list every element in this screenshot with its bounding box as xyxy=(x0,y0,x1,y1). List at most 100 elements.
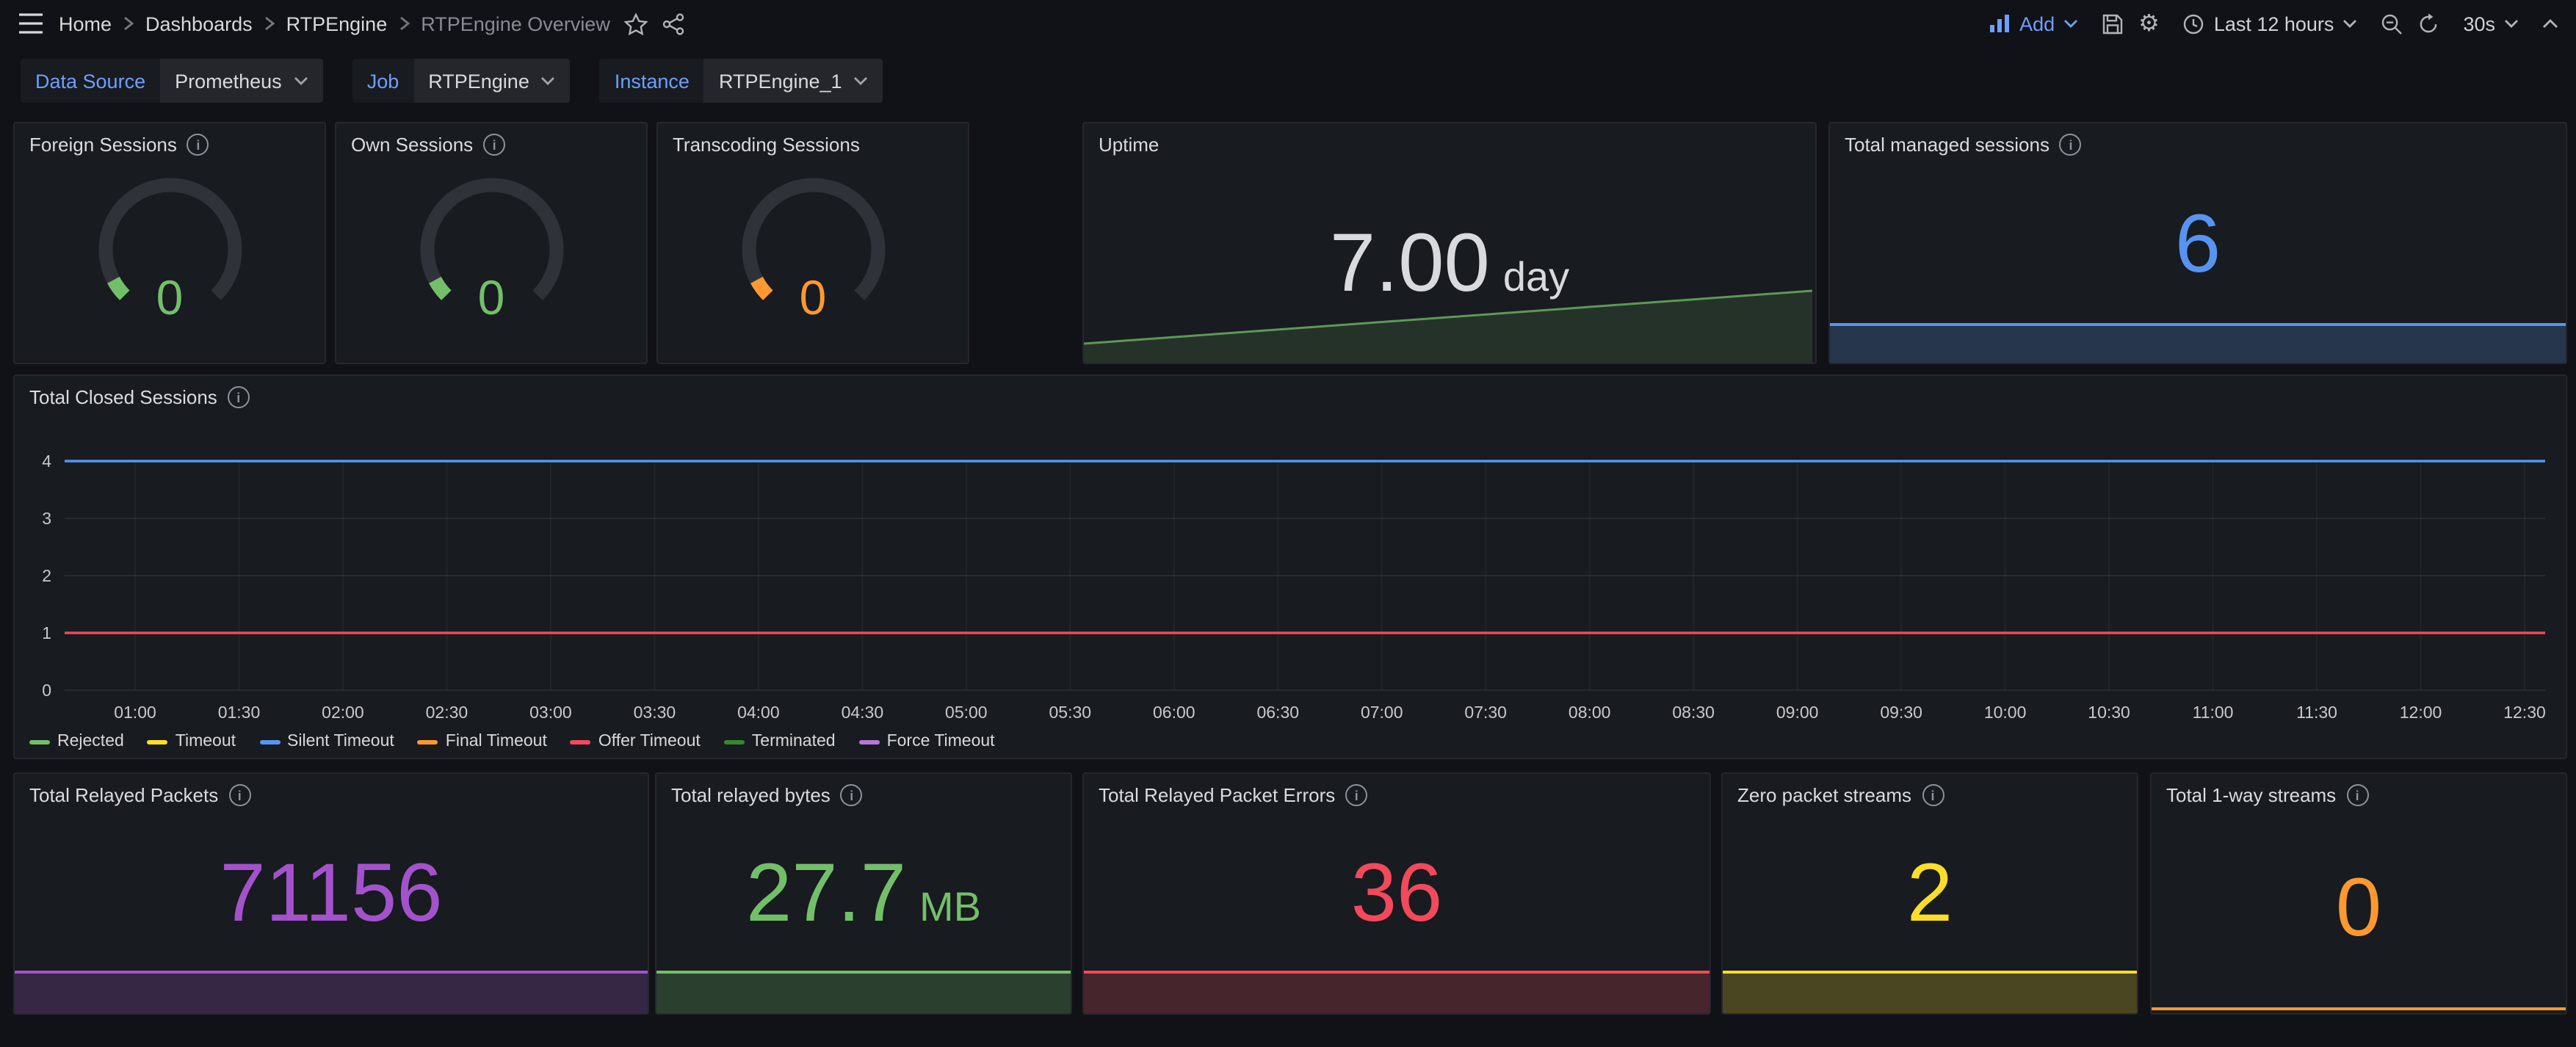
svg-text:08:30: 08:30 xyxy=(1672,703,1715,722)
svg-text:01:00: 01:00 xyxy=(114,703,156,722)
legend-item[interactable]: Final Timeout xyxy=(417,733,547,750)
chevron-down-icon xyxy=(2343,20,2357,28)
chart-legend: Rejected Timeout Silent Timeout Final Timeo… xyxy=(29,733,995,750)
sparkline xyxy=(15,971,648,1013)
panel-packet-errors: Total Relayed Packet Errors i 36 xyxy=(1082,772,1711,1015)
info-icon[interactable]: i xyxy=(483,134,506,156)
save-dashboard-button[interactable] xyxy=(2102,12,2124,35)
svg-text:11:30: 11:30 xyxy=(2296,703,2337,722)
panel-header: Uptime xyxy=(1084,123,1815,162)
svg-text:3: 3 xyxy=(42,509,51,528)
share-icon xyxy=(663,12,685,35)
panel-title[interactable]: Total managed sessions xyxy=(1845,134,2049,156)
panel-title[interactable]: Own Sessions xyxy=(351,134,474,156)
variable-datasource-value: Prometheus xyxy=(175,70,282,92)
closed-sessions-plot[interactable]: 0 1 2 3 4 01:00 01:30 02:00 02:30 03:00 03:30 04:00… xyxy=(15,414,2563,725)
gauge: 0 xyxy=(82,170,258,325)
panel-title[interactable]: Total relayed bytes xyxy=(671,784,831,806)
panel-title[interactable]: Total Relayed Packet Errors xyxy=(1099,784,1336,806)
svg-text:12:00: 12:00 xyxy=(2400,703,2442,722)
legend-item[interactable]: Terminated xyxy=(723,733,836,750)
save-icon xyxy=(2102,13,2123,34)
panel-total-closed-sessions: Total Closed Sessions i 0 1 2 3 4 01:00 01:30 0… xyxy=(13,374,2567,759)
chevron-down-icon xyxy=(294,77,308,85)
info-icon[interactable]: i xyxy=(187,134,209,156)
gauge: 0 xyxy=(725,170,901,325)
variable-instance-label: Instance xyxy=(599,59,704,103)
legend-item[interactable]: Offer Timeout xyxy=(570,733,701,750)
svg-text:1: 1 xyxy=(42,623,51,642)
panel-title[interactable]: Uptime xyxy=(1099,134,1159,156)
legend-item[interactable]: Silent Timeout xyxy=(259,733,394,750)
svg-text:08:00: 08:00 xyxy=(1569,703,1611,722)
panel-title[interactable]: Total 1-way streams xyxy=(2166,784,2337,806)
chevron-up-icon xyxy=(2543,18,2558,27)
share-button[interactable] xyxy=(663,12,685,35)
dashboard-settings-button[interactable]: ⚙ xyxy=(2138,9,2160,37)
panel-header: Total managed sessions i xyxy=(1830,123,2566,162)
legend-series-label: Rejected xyxy=(57,733,124,750)
gauge-arc xyxy=(741,178,885,300)
panel-one-way-streams: Total 1-way streams i 0 xyxy=(2150,772,2567,1015)
info-icon[interactable]: i xyxy=(1922,784,1944,806)
panel-title[interactable]: Total Relayed Packets xyxy=(29,784,219,806)
legend-series-swatch xyxy=(858,739,880,744)
zoom-out-button[interactable] xyxy=(2381,12,2403,35)
refresh-interval-picker[interactable]: 30s xyxy=(2454,11,2528,36)
panel-foreign-sessions: Foreign Sessions i 0 xyxy=(13,122,326,364)
hamburger-icon xyxy=(19,13,43,34)
collapse-topbar-button[interactable] xyxy=(2542,18,2558,29)
info-icon[interactable]: i xyxy=(840,784,863,806)
svg-text:2: 2 xyxy=(42,566,51,585)
breadcrumb-dashboards[interactable]: Dashboards xyxy=(145,12,253,35)
variable-job: Job RTPEngine xyxy=(352,59,571,103)
svg-text:07:30: 07:30 xyxy=(1464,703,1507,722)
refresh-button[interactable] xyxy=(2417,12,2439,35)
legend-item[interactable]: Timeout xyxy=(147,733,236,750)
zero-packet-streams-value: 2 xyxy=(1906,846,1953,938)
variable-job-select[interactable]: RTPEngine xyxy=(413,59,571,103)
panel-zero-packet-streams: Zero packet streams i 2 xyxy=(1721,772,2138,1015)
gear-icon: ⚙ xyxy=(2138,9,2160,37)
svg-text:06:00: 06:00 xyxy=(1153,703,1195,722)
legend-item[interactable]: Force Timeout xyxy=(858,733,995,750)
breadcrumb-current: RTPEngine Overview xyxy=(421,12,610,35)
svg-text:10:30: 10:30 xyxy=(2088,703,2130,722)
sparkline xyxy=(656,971,1071,1013)
breadcrumb-home[interactable]: Home xyxy=(59,12,112,35)
panel-title[interactable]: Zero packet streams xyxy=(1737,784,1911,806)
time-range-picker[interactable]: Last 12 hours xyxy=(2174,11,2367,36)
svg-text:0: 0 xyxy=(42,681,51,700)
relayed-packets-value: 71156 xyxy=(220,846,443,938)
legend-series-swatch xyxy=(259,739,281,744)
favorite-button[interactable] xyxy=(624,12,648,35)
star-icon xyxy=(624,12,648,35)
svg-text:02:00: 02:00 xyxy=(322,703,364,722)
variable-datasource-select[interactable]: Prometheus xyxy=(160,59,323,103)
panel-title[interactable]: Foreign Sessions xyxy=(29,134,177,156)
breadcrumb: Home Dashboards RTPEngine RTPEngine Over… xyxy=(59,12,610,35)
panel-title[interactable]: Transcoding Sessions xyxy=(673,134,860,156)
panel-title[interactable]: Total Closed Sessions xyxy=(29,386,217,408)
info-icon[interactable]: i xyxy=(228,784,251,806)
info-icon[interactable]: i xyxy=(227,386,250,408)
legend-item[interactable]: Rejected xyxy=(29,733,124,750)
gauge-value: 0 xyxy=(799,270,827,325)
panel-header: Total Relayed Packets i xyxy=(15,774,648,812)
stat-value-wrap: 27.7 MB xyxy=(656,812,1071,974)
add-button[interactable]: Add xyxy=(1980,11,2087,36)
chevron-down-icon xyxy=(854,77,868,85)
info-icon[interactable]: i xyxy=(2059,134,2082,156)
info-icon[interactable]: i xyxy=(1345,784,1368,806)
top-navigation: Home Dashboards RTPEngine RTPEngine Over… xyxy=(0,0,2576,47)
chevron-right-icon xyxy=(399,16,410,31)
legend-series-swatch xyxy=(147,739,168,744)
breadcrumb-folder[interactable]: RTPEngine xyxy=(286,12,388,35)
variable-instance-select[interactable]: RTPEngine_1 xyxy=(703,59,883,103)
menu-toggle-button[interactable] xyxy=(18,13,44,34)
sparkline xyxy=(1723,971,2137,1013)
sparkline xyxy=(1830,323,2566,363)
one-way-streams-value: 0 xyxy=(2335,860,2382,952)
info-icon[interactable]: i xyxy=(2346,784,2369,806)
